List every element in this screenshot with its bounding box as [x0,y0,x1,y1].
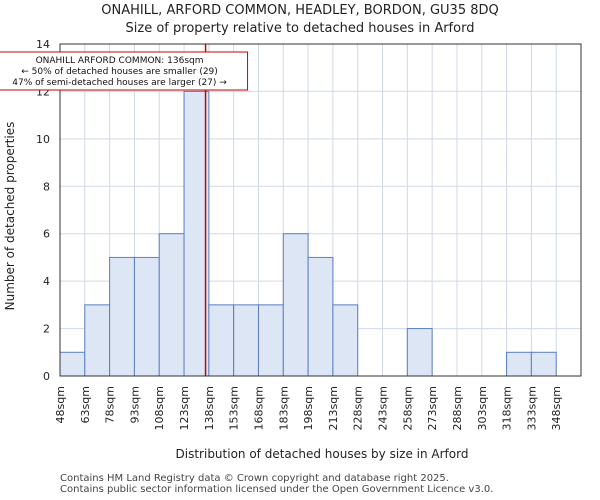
footer-line-1: Contains HM Land Registry data © Crown c… [60,473,449,484]
x-tick-label-63sqm: 63sqm [79,386,92,423]
chart-title: ONAHILL, ARFORD COMMON, HEADLEY, BORDON,… [101,3,499,18]
bar-123sqm [183,90,210,377]
bar-168sqm [257,304,284,377]
x-tick-label-48sqm: 48sqm [54,386,67,423]
plot-frame [59,43,582,377]
x-tick-label-273sqm: 273sqm [426,386,439,430]
bar-258sqm [406,328,433,377]
y-tick-label-10: 10 [36,133,50,146]
bar-138sqm [208,304,235,377]
x-tick-label-348sqm: 348sqm [550,386,563,430]
bar-213sqm [332,304,359,377]
x-tick-label-213sqm: 213sqm [327,386,340,430]
x-tick-label-288sqm: 288sqm [451,386,464,430]
x-tick-label-198sqm: 198sqm [302,386,315,430]
y-tick-label-14: 14 [36,38,50,51]
x-tick-label-93sqm: 93sqm [128,386,141,423]
bar-183sqm [282,233,309,377]
bar-333sqm [530,351,557,377]
annotation-box: ONAHILL ARFORD COMMON: 136sqm ← 50% of d… [0,51,249,91]
x-tick-label-333sqm: 333sqm [525,386,538,430]
x-tick-labels: 48sqm 63sqm 78sqm 93sqm 108sqm 123sqm 138sqm 15… [54,386,563,430]
x-tick-label-258sqm: 258sqm [401,386,414,430]
y-tick-label-0: 0 [43,370,50,383]
chart-subtitle: Size of property relative to detached ho… [126,21,475,36]
bar-108sqm [158,233,185,377]
x-tick-label-228sqm: 228sqm [352,386,365,430]
bar-63sqm [84,304,111,377]
bar-318sqm [506,351,532,377]
x-axis-label: Distribution of detached houses by size … [176,447,469,461]
y-tick-label-8: 8 [43,180,50,193]
footer-line-2: Contains public sector information licen… [60,484,494,495]
x-tick-label-138sqm: 138sqm [203,386,216,430]
bar-198sqm [307,256,334,377]
x-tick-label-123sqm: 123sqm [178,386,191,430]
annotation-line-1: ONAHILL ARFORD COMMON: 136sqm [36,56,204,66]
bars [59,90,557,377]
x-tick-label-168sqm: 168sqm [252,386,265,430]
y-tick-label-6: 6 [43,228,50,241]
y-tick-label-2: 2 [43,323,50,336]
annotation-frame [0,51,249,91]
x-tick-label-243sqm: 243sqm [377,386,390,430]
x-tick-label-78sqm: 78sqm [104,386,117,423]
y-axis-label: Number of detached properties [3,122,17,311]
x-tick-label-303sqm: 303sqm [476,386,489,430]
annotation-line-2: ← 50% of detached houses are smaller (29… [21,67,218,77]
x-tick-label-183sqm: 183sqm [277,386,290,430]
bar-93sqm [133,256,160,377]
bar-78sqm [109,256,135,377]
annotation-line-3: 47% of semi-detached houses are larger (… [12,78,227,88]
bar-48sqm [59,351,86,377]
x-tick-label-318sqm: 318sqm [501,386,514,430]
x-tick-label-153sqm: 153sqm [228,386,241,430]
x-tick-label-108sqm: 108sqm [153,386,166,430]
bar-153sqm [233,304,259,377]
y-tick-label-4: 4 [43,275,50,288]
